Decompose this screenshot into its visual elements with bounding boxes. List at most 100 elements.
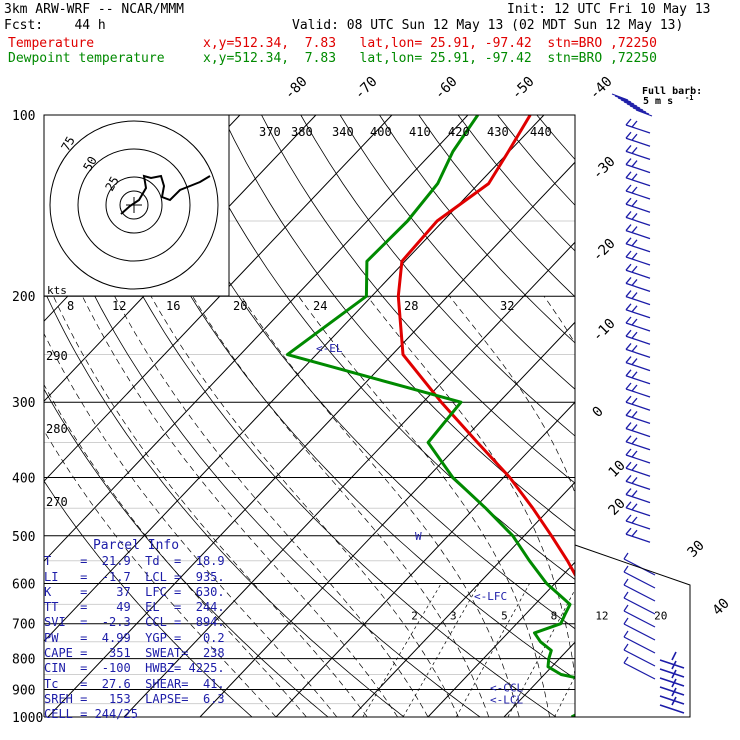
wind-barb-icon <box>625 224 651 240</box>
dry-adiabat <box>734 115 740 730</box>
wind-barb-icon <box>623 101 641 109</box>
theta-label: 400 <box>370 125 392 139</box>
moist-adiabat <box>44 332 338 717</box>
pressure-tick-label: 800 <box>12 653 35 668</box>
hodograph-ring-label: 25 <box>102 174 121 194</box>
hodograph-ring <box>77 148 191 262</box>
wind-barb-icon <box>632 107 650 115</box>
dewpoint-legend-info: x,y=512.34, 7.83 lat,lon= 25.91, -97.42 … <box>203 51 657 66</box>
pressure-tick-label: 900 <box>12 683 35 698</box>
model-title: 3km ARW-WRF -- NCAR/MMM <box>4 2 185 17</box>
wind-barb-icon <box>659 660 685 678</box>
wind-barbs <box>611 93 685 714</box>
init-time: Init: 12 UTC Fri 10 May 13 <box>507 2 711 17</box>
dry-adiabat <box>457 115 575 252</box>
moist-adiabat <box>44 384 307 717</box>
dewpoint-legend-label: Dewpoint temperature <box>8 51 165 66</box>
isotherm <box>275 401 575 717</box>
wind-barb-icon <box>625 527 651 543</box>
wind-barb-icon <box>625 210 651 227</box>
wind-barb-icon <box>625 369 651 385</box>
temperature-legend-label: Temperature <box>8 36 95 51</box>
wind-barb-icon <box>623 565 656 589</box>
wind-barb-icon <box>629 105 647 113</box>
isotherm-label: -50 <box>509 74 538 103</box>
hodograph-axis-label: 8 <box>67 299 74 313</box>
dry-adiabat <box>655 115 740 730</box>
wind-barb-icon <box>625 197 651 213</box>
isotherm-label: 40 <box>710 596 733 619</box>
wind-barb-icon <box>659 651 685 669</box>
wind-barb-icon <box>625 514 651 530</box>
mixing-ratio-line <box>455 583 530 717</box>
level-marker-el: <-EL <box>316 342 343 355</box>
wind-barb-icon <box>625 448 651 464</box>
wind-barb-icon <box>625 144 651 161</box>
parcel-info-row: CIN = -100 HWBZ= 4225. <box>44 661 225 676</box>
dry-adiabat <box>300 115 575 437</box>
isotherm <box>44 115 545 642</box>
temperature-legend-info: x,y=512.34, 7.83 lat,lon= 25.91, -97.42 … <box>203 36 657 51</box>
isotherm-label: -60 <box>432 74 461 103</box>
wind-barb-icon <box>623 617 656 641</box>
dry-adiabat <box>103 115 575 680</box>
isotherm <box>732 115 740 717</box>
moist-adiabat <box>44 430 277 717</box>
mixing-ratio-label: 8 <box>551 610 558 623</box>
dry-adiabat <box>379 115 575 344</box>
wind-barb-icon <box>614 95 632 103</box>
mixing-ratio-line <box>507 588 575 717</box>
isotherm-label: 30 <box>685 538 708 561</box>
parcel-info-row: SREH = 153 LAPSE= 6.3 <box>44 691 225 706</box>
hodograph-trace <box>120 174 211 215</box>
pressure-tick-label: 500 <box>12 530 35 545</box>
moist-adiabat <box>114 296 429 717</box>
wind-barb-icon <box>625 316 651 332</box>
hodograph-axis-label: 24 <box>313 299 327 313</box>
hodograph-unit-label: kts <box>47 284 67 297</box>
barb-legend-value: 5 m s <box>643 96 673 107</box>
wind-barb-icon <box>659 687 685 705</box>
wind-barb-icon <box>625 488 651 504</box>
moist-adiabat <box>367 295 575 678</box>
isotherm <box>44 115 469 562</box>
mixing-ratio-label: 5 <box>501 610 508 623</box>
valid-time: Valid: 08 UTC Sun 12 May 13 (02 MDT Sun … <box>292 18 684 33</box>
parcel-info-row: K = 37 LFC = 630. <box>44 584 225 599</box>
temperature-profile <box>396 115 575 578</box>
theta-left-label: 290 <box>46 349 68 363</box>
hodograph-axis-label: 32 <box>500 299 514 313</box>
wind-barb-icon <box>623 604 656 628</box>
wind-barb-icon <box>625 461 651 477</box>
pressure-tick-label: 100 <box>12 109 35 124</box>
wind-barb-icon <box>625 474 651 491</box>
parcel-info-row: CAPE = 351 SWEAT= 238 <box>44 646 225 661</box>
wind-barb-icon <box>625 118 651 134</box>
wind-barb-icon <box>617 97 635 105</box>
wind-barb-icon <box>625 237 651 253</box>
forecast-hour: Fcst: 44 h <box>4 18 106 33</box>
wind-barb-icon <box>625 329 651 345</box>
parcel-info-title: Parcel Info <box>92 538 180 553</box>
wind-barb-icon <box>625 158 651 174</box>
wind-barb-icon <box>625 290 651 306</box>
moist-adiabat <box>702 296 732 717</box>
level-marker-ccl: <-CCL <box>490 682 523 695</box>
dry-adiabat <box>261 115 575 484</box>
isotherm-label: -20 <box>590 236 619 265</box>
dry-adiabat <box>536 115 575 161</box>
theta-label: 380 <box>291 125 313 139</box>
mixing-ratio-line <box>362 583 442 717</box>
theta-label: 370 <box>259 125 281 139</box>
dry-adiabat <box>64 115 557 717</box>
wind-barb-icon <box>625 408 651 425</box>
wind-barb-icon <box>625 356 651 372</box>
plot-frame-extension <box>574 544 691 718</box>
moist-adiabat <box>240 296 520 717</box>
wind-barb-icon <box>625 263 651 279</box>
hodograph-ring-label: 50 <box>80 154 99 174</box>
mixing-ratio-label: 2 <box>411 610 418 623</box>
level-marker-lcl: <-LCL <box>490 693 523 706</box>
dry-adiabat <box>44 480 253 717</box>
